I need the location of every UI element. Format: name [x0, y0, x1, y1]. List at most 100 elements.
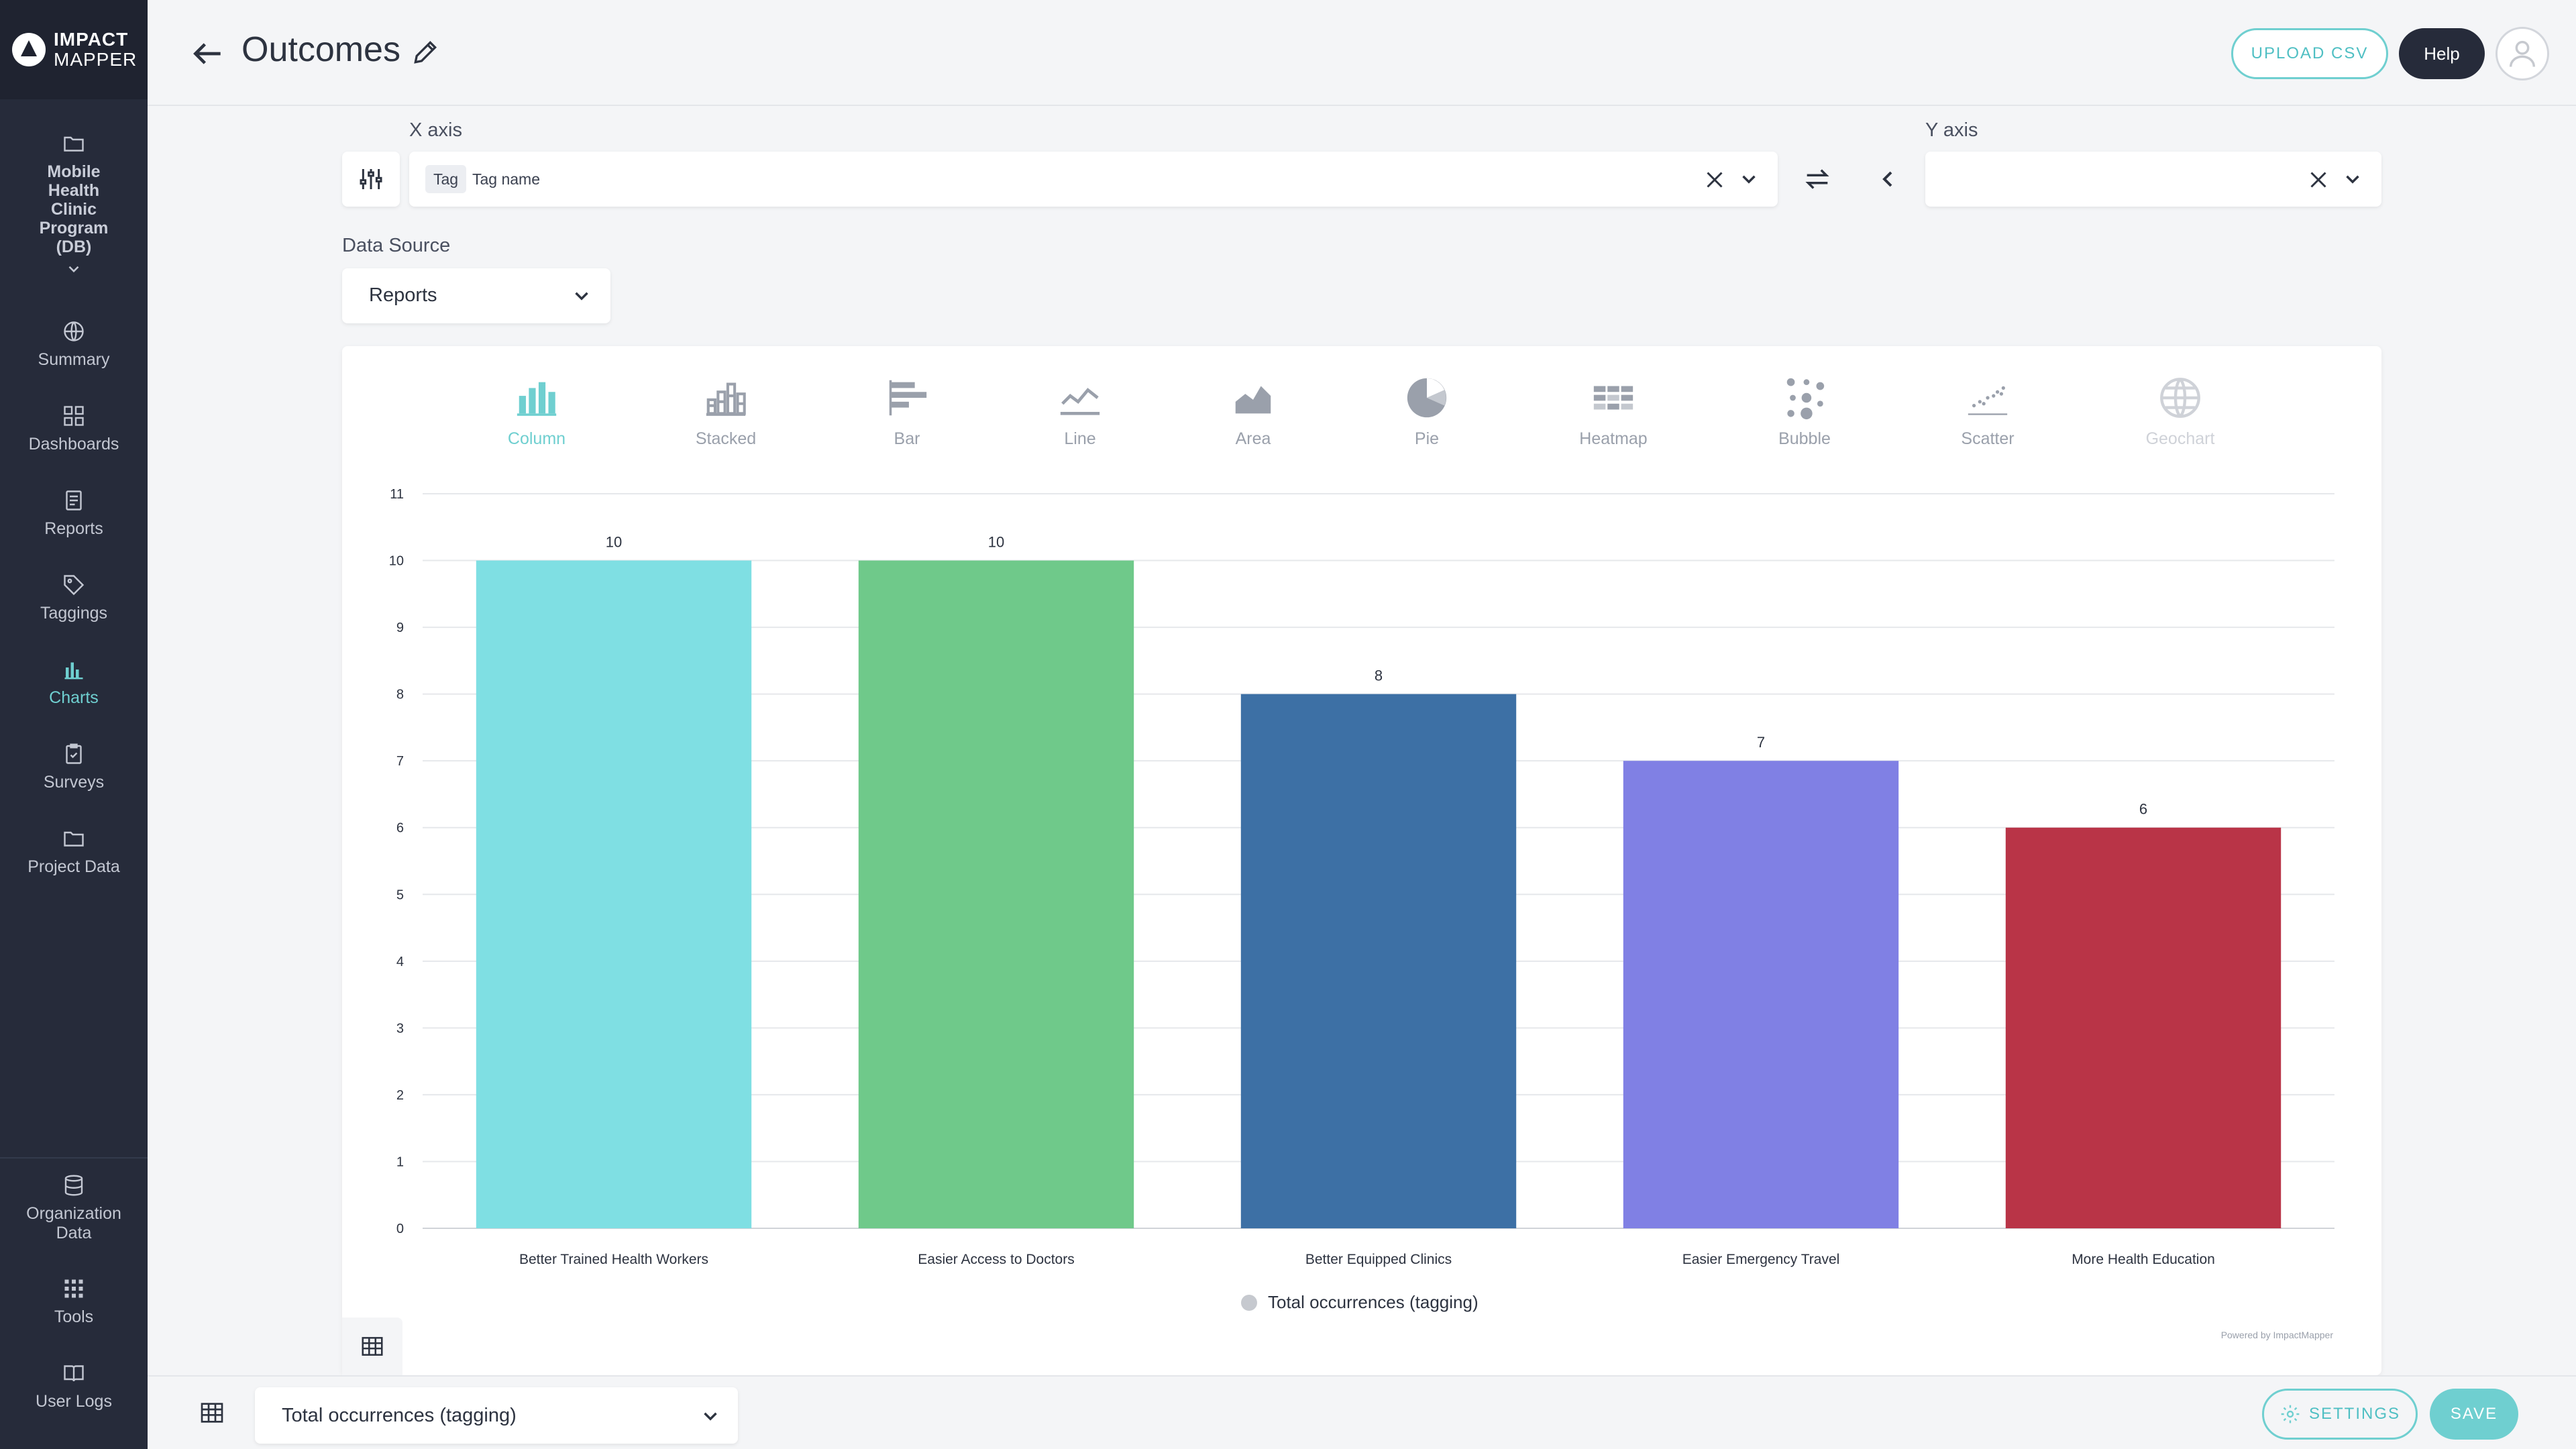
data-label: 10 — [606, 534, 622, 551]
globe-icon — [2160, 378, 2200, 418]
chart-type-label: Heatmap — [1579, 429, 1648, 448]
x-tick-label: Better Trained Health Workers — [519, 1252, 708, 1267]
metric-value: Total occurrences (tagging) — [282, 1405, 517, 1426]
sidebar-item-label: Project Data — [28, 857, 120, 876]
chart-type-bar[interactable]: Bar — [847, 374, 967, 449]
sidebar-item-label: Charts — [49, 688, 99, 707]
chart-type-heatmap[interactable]: Heatmap — [1553, 374, 1674, 449]
user-icon — [2509, 40, 2536, 67]
chart-type-stacked[interactable]: Stacked — [665, 374, 786, 449]
save-button[interactable]: SAVE — [2430, 1389, 2518, 1440]
sidebar-item-label: Dashboards — [28, 435, 119, 453]
data-source-select[interactable]: Reports — [342, 268, 610, 323]
legend-label: Total occurrences (tagging) — [1268, 1292, 1479, 1312]
logo-line1: IMPACT — [54, 29, 129, 50]
sidebar-item-label: Summary — [38, 350, 110, 369]
avatar[interactable] — [2496, 27, 2549, 80]
sidebar: IMPACT MAPPER Mobile Health Clinic Progr… — [0, 0, 148, 1449]
pie-chart-icon — [1407, 378, 1447, 418]
y-tick-label: 6 — [396, 821, 404, 836]
project-switcher[interactable]: Mobile Health Clinic Program (DB) — [0, 131, 148, 278]
sidebar-item-label: User Logs — [36, 1392, 112, 1411]
chart-type-label: Area — [1235, 429, 1271, 448]
bar-chart-icon — [64, 662, 83, 680]
page-header: Outcomes UPLOAD CSV Help — [148, 0, 2576, 106]
chart-type-bubble[interactable]: Bubble — [1744, 374, 1865, 449]
chart-legend[interactable]: Total occurrences (tagging) — [1241, 1292, 1479, 1313]
chart-type-column[interactable]: Column — [476, 374, 597, 449]
app-logo[interactable]: IMPACT MAPPER — [0, 0, 148, 99]
swap-axes-icon[interactable] — [1802, 164, 1833, 195]
data-label: 6 — [2139, 801, 2147, 818]
sidebar-item-dashboards[interactable]: Dashboards — [0, 404, 148, 454]
page-title: Outcomes — [241, 30, 400, 69]
report-icon — [66, 490, 82, 511]
gear-icon — [2281, 1405, 2300, 1424]
chart-type-pie[interactable]: Pie — [1366, 374, 1487, 449]
chevron-down-icon[interactable] — [1737, 168, 1760, 191]
project-name: Mobile Health Clinic Program (DB) — [39, 162, 109, 256]
filter-button[interactable] — [342, 152, 400, 207]
sidebar-item-tools[interactable]: Tools — [0, 1277, 148, 1327]
sidebar-item-project-data[interactable]: Project Data — [0, 826, 148, 877]
bar — [1240, 694, 1517, 1228]
sidebar-item-summary[interactable]: Summary — [0, 319, 148, 370]
heatmap-icon — [1593, 386, 1633, 410]
settings-button[interactable]: SETTINGS — [2262, 1389, 2418, 1440]
logo-line2: MAPPER — [54, 49, 138, 70]
book-icon — [64, 1365, 84, 1382]
metric-select[interactable]: Total occurrences (tagging) — [255, 1387, 738, 1444]
data-label: 7 — [1757, 734, 1765, 751]
y-tick-label: 11 — [390, 487, 404, 502]
table-view-toggle[interactable] — [342, 1318, 402, 1375]
bar-chart-horizontal-icon — [889, 380, 927, 416]
chart-type-line[interactable]: Line — [1020, 374, 1140, 449]
x-tick-label: Easier Emergency Travel — [1682, 1252, 1840, 1267]
chart-type-label: Bar — [894, 429, 920, 448]
sidebar-item-label: Tools — [54, 1307, 94, 1326]
chart-type-label: Pie — [1414, 429, 1440, 448]
chart-type-area[interactable]: Area — [1193, 374, 1313, 449]
chevron-left-icon[interactable] — [1874, 164, 1901, 195]
grid-icon — [64, 406, 84, 426]
bubble-chart-icon — [1786, 378, 1825, 420]
logo-icon — [12, 33, 46, 66]
scatter-chart-icon — [1968, 386, 2008, 415]
y-axis-label: Y axis — [1925, 119, 1978, 141]
close-icon[interactable] — [2306, 168, 2330, 192]
x-axis-select[interactable]: Tag Tag name — [409, 152, 1778, 207]
stacked-chart-icon — [706, 382, 746, 416]
chart-type-scatter[interactable]: Scatter — [1927, 374, 2048, 449]
tag-icon — [64, 575, 85, 596]
folder-icon — [64, 831, 84, 847]
project-selector[interactable]: Mobile Health Clinic Program (DB) — [0, 131, 148, 278]
chevron-down-icon — [575, 292, 588, 301]
y-tick-label: 2 — [396, 1088, 404, 1103]
upload-csv-button[interactable]: UPLOAD CSV — [2231, 28, 2388, 79]
help-button[interactable]: Help — [2399, 28, 2485, 79]
line-chart-icon — [1060, 388, 1100, 415]
sidebar-item-label: Reports — [44, 519, 103, 538]
chevron-down-icon[interactable] — [2341, 168, 2364, 191]
column-chart-icon — [517, 382, 557, 416]
sidebar-item-surveys[interactable]: Surveys — [0, 742, 148, 792]
sidebar-item-user-logs[interactable]: User Logs — [0, 1361, 148, 1411]
table-icon[interactable] — [199, 1399, 225, 1426]
sidebar-item-label: Organization Data — [26, 1204, 121, 1242]
chevron-down-icon — [704, 1412, 717, 1421]
y-axis-select[interactable] — [1925, 152, 2381, 207]
y-tick-label: 5 — [396, 888, 404, 902]
sidebar-item-taggings[interactable]: Taggings — [0, 573, 148, 623]
y-tick-label: 10 — [389, 554, 404, 569]
back-arrow-icon[interactable] — [189, 35, 227, 72]
sidebar-item-reports[interactable]: Reports — [0, 488, 148, 539]
chart-credit: Powered by ImpactMapper — [2220, 1330, 2333, 1340]
sidebar-item-organization-data[interactable]: Organization Data — [0, 1173, 148, 1243]
close-icon[interactable] — [1703, 168, 1727, 192]
logo-text: IMPACT MAPPER — [54, 30, 137, 70]
x-tick-label: Easier Access to Doctors — [918, 1252, 1074, 1267]
chart-type-label: Line — [1064, 429, 1096, 448]
sidebar-item-charts[interactable]: Charts — [0, 657, 148, 708]
pencil-icon[interactable] — [411, 38, 440, 67]
settings-label: SETTINGS — [2308, 1405, 2400, 1423]
